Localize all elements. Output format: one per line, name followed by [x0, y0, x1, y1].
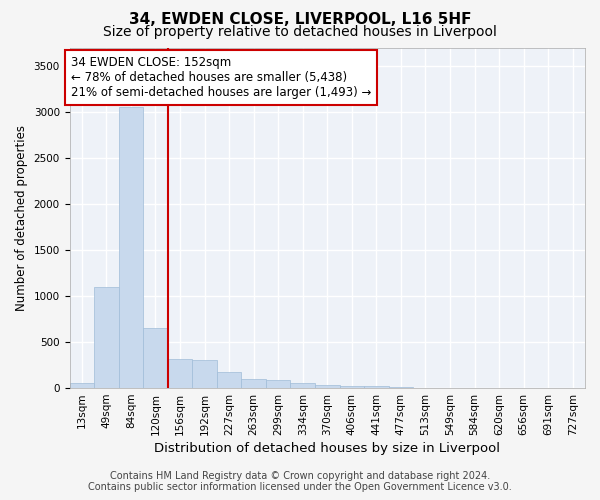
Bar [192, 360, 217, 388]
X-axis label: Distribution of detached houses by size in Liverpool: Distribution of detached houses by size … [154, 442, 500, 455]
Text: Contains HM Land Registry data © Crown copyright and database right 2024.
Contai: Contains HM Land Registry data © Crown c… [88, 471, 512, 492]
Bar [315, 386, 340, 388]
Bar [94, 287, 119, 388]
Bar [266, 380, 290, 388]
Bar [119, 108, 143, 388]
Bar [143, 328, 168, 388]
Y-axis label: Number of detached properties: Number of detached properties [15, 125, 28, 311]
Bar [340, 386, 364, 388]
Bar [241, 379, 266, 388]
Bar [364, 386, 389, 388]
Bar [168, 358, 192, 388]
Bar [389, 386, 413, 388]
Bar [290, 383, 315, 388]
Text: 34, EWDEN CLOSE, LIVERPOOL, L16 5HF: 34, EWDEN CLOSE, LIVERPOOL, L16 5HF [129, 12, 471, 28]
Bar [217, 372, 241, 388]
Text: Size of property relative to detached houses in Liverpool: Size of property relative to detached ho… [103, 25, 497, 39]
Text: 34 EWDEN CLOSE: 152sqm
← 78% of detached houses are smaller (5,438)
21% of semi-: 34 EWDEN CLOSE: 152sqm ← 78% of detached… [71, 56, 371, 99]
Bar [70, 384, 94, 388]
